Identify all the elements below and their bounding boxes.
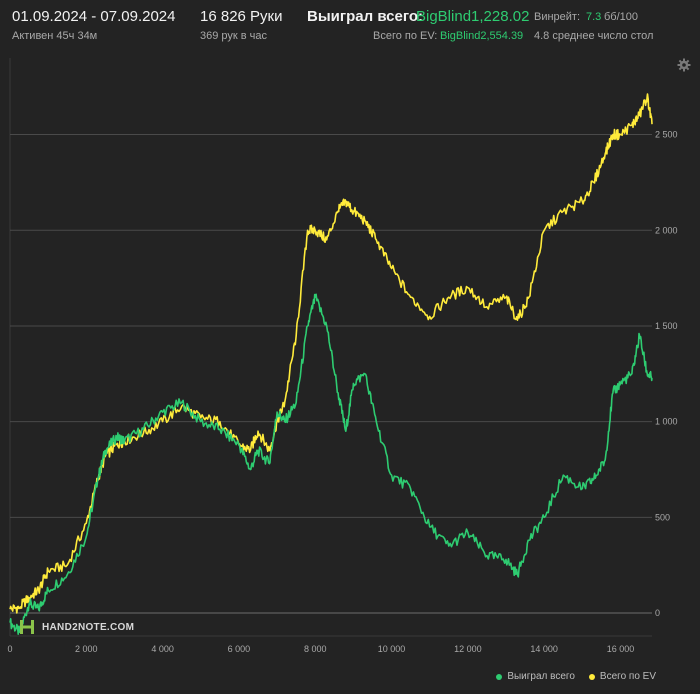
header-bar: 01.09.2024 - 07.09.2024 Активен 45ч 34м … bbox=[0, 0, 700, 52]
x-tick-label: 12 000 bbox=[454, 644, 482, 654]
hand2note-logo-icon bbox=[20, 620, 34, 634]
won-total-value: BigBlind1,228.02 bbox=[416, 8, 530, 25]
hands-per-hour: 369 рук в час bbox=[200, 30, 268, 42]
date-range[interactable]: 01.09.2024 - 07.09.2024 bbox=[12, 8, 176, 25]
winrate-label: Винрейт: bbox=[534, 11, 581, 23]
hands-count: 16 826 Руки bbox=[200, 8, 283, 25]
y-tick-label: 2 000 bbox=[655, 225, 678, 235]
gear-icon bbox=[677, 58, 691, 72]
x-tick-label: 14 000 bbox=[530, 644, 558, 654]
chart-legend: Выиграл всего Всего по EV bbox=[496, 671, 656, 682]
winrate-unit: бб/100 bbox=[604, 11, 639, 23]
won-total-line bbox=[9, 293, 653, 636]
avg-tables: 4.8 среднее число стол bbox=[534, 30, 654, 42]
x-tick-label: 16 000 bbox=[607, 644, 635, 654]
legend-won-label: Выиграл всего bbox=[507, 671, 575, 682]
x-tick-label: 2 000 bbox=[75, 644, 98, 654]
legend-item-ev[interactable]: Всего по EV bbox=[588, 671, 656, 682]
won-total-label: Выиграл всего: bbox=[307, 8, 424, 25]
legend-ev-marker bbox=[588, 673, 595, 680]
ev-total-line bbox=[9, 93, 653, 614]
legend-ev-label: Всего по EV bbox=[599, 671, 656, 682]
x-tick-label: 6 000 bbox=[228, 644, 251, 654]
ev-total-label: Всего по EV: bbox=[373, 30, 438, 42]
y-tick-label: 0 bbox=[655, 608, 660, 618]
legend-won-marker bbox=[496, 673, 503, 680]
x-tick-label: 8 000 bbox=[304, 644, 327, 654]
x-tick-label: 4 000 bbox=[151, 644, 174, 654]
hand2note-logo: HAND2NOTE.COM bbox=[18, 618, 134, 636]
active-time: Активен 45ч 34м bbox=[12, 30, 98, 42]
y-tick-label: 1 000 bbox=[655, 417, 678, 427]
y-tick-label: 500 bbox=[655, 512, 670, 522]
y-tick-label: 2 500 bbox=[655, 130, 678, 140]
x-tick-label: 10 000 bbox=[378, 644, 406, 654]
x-tick-label: 0 bbox=[7, 644, 12, 654]
y-tick-label: 1 500 bbox=[655, 321, 678, 331]
ev-total-value: BigBlind2,554.39 bbox=[440, 30, 524, 42]
winrate-value: 7.3 bbox=[586, 11, 602, 23]
legend-item-won[interactable]: Выиграл всего bbox=[496, 671, 575, 682]
logo-text: HAND2NOTE.COM bbox=[42, 621, 135, 633]
settings-button[interactable] bbox=[677, 58, 691, 77]
